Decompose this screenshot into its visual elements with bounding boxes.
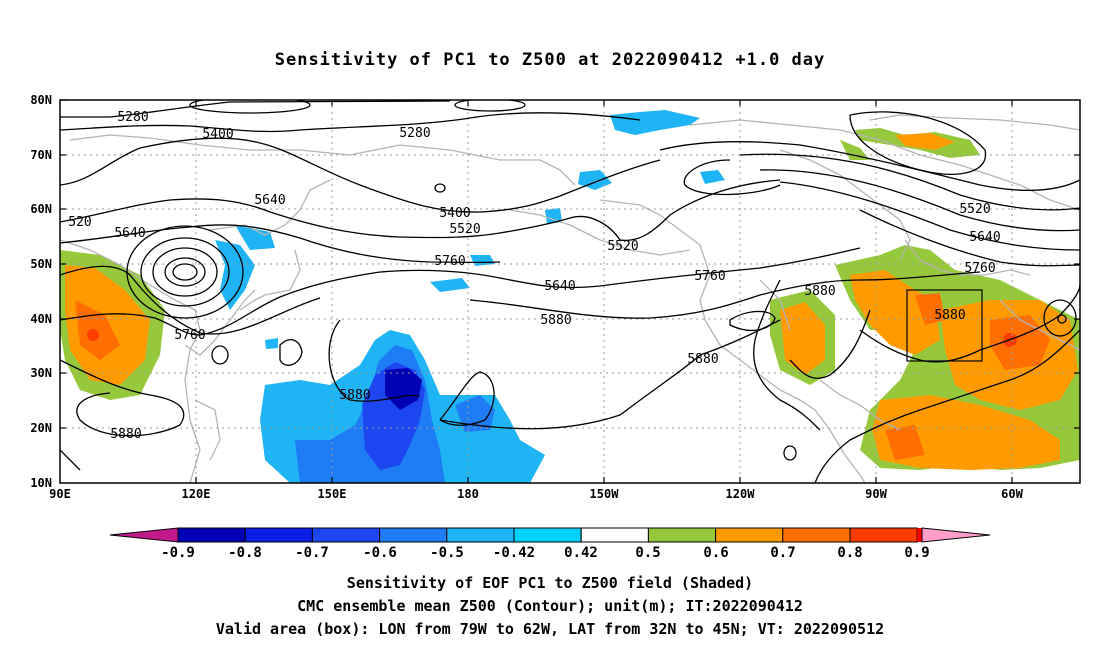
lon-label: 90W bbox=[865, 487, 887, 501]
map-frame bbox=[59, 99, 1081, 484]
lon-label: 180 bbox=[457, 487, 479, 501]
lat-label: 40N bbox=[30, 312, 52, 326]
valid-area-box bbox=[906, 289, 983, 362]
lat-label: 20N bbox=[30, 421, 52, 435]
latitude-labels: 80N 70N 60N 50N 40N 30N 20N 10N bbox=[30, 93, 52, 490]
colorbar-segment bbox=[177, 527, 246, 543]
colorbar-segment bbox=[580, 527, 649, 543]
caption-line-1: Sensitivity of EOF PC1 to Z500 field (Sh… bbox=[346, 574, 754, 592]
lon-label: 120W bbox=[726, 487, 756, 501]
colorbar-segment bbox=[446, 527, 515, 543]
contour-label: 5280 bbox=[399, 126, 430, 141]
axis-ticks bbox=[60, 99, 1080, 483]
lon-label: 60W bbox=[1001, 487, 1023, 501]
graticule bbox=[60, 100, 1080, 483]
positive-sensitivity-shading bbox=[60, 128, 1080, 470]
contour-label: 5880 bbox=[339, 388, 370, 403]
colorbar-right-arrow bbox=[921, 527, 991, 543]
contour-label: 5280 bbox=[117, 110, 148, 125]
lon-label: 90E bbox=[49, 487, 71, 501]
contour-label: 5880 bbox=[804, 284, 835, 299]
lon-label: 150W bbox=[590, 487, 620, 501]
contour-label: 5760 bbox=[694, 269, 725, 284]
lat-label: 80N bbox=[30, 93, 52, 107]
colorbar-tick-label: -0.5 bbox=[430, 545, 464, 561]
colorbar-tick-label: -0.42 bbox=[493, 545, 535, 561]
colorbar bbox=[109, 527, 991, 543]
colorbar-tick-label: 0.5 bbox=[635, 545, 660, 561]
colorbar-tick-label: 0.6 bbox=[703, 545, 728, 561]
contour-labels: 5280 5400 5280 5640 5400 5520 520 5640 5… bbox=[68, 110, 1000, 442]
colorbar-tick-label: -0.8 bbox=[228, 545, 262, 561]
contour-label: 5880 bbox=[110, 427, 141, 442]
longitude-labels: 90E 120E 150E 180 150W 120W 90W 60W bbox=[49, 487, 1023, 501]
lat-label: 70N bbox=[30, 148, 52, 162]
page-title: Sensitivity of PC1 to Z500 at 2022090412… bbox=[274, 50, 826, 70]
colorbar-tick-label: -0.6 bbox=[363, 545, 397, 561]
contour-label: 5400 bbox=[439, 206, 470, 221]
contour-label: 5520 bbox=[607, 239, 638, 254]
colorbar-tick-label: 0.7 bbox=[770, 545, 795, 561]
colorbar-tick-label: 0.42 bbox=[564, 545, 598, 561]
contour-label: 5400 bbox=[202, 127, 233, 142]
contour-label: 5520 bbox=[449, 222, 480, 237]
colorbar-tick-label: 0.9 bbox=[904, 545, 929, 561]
colorbar-segment bbox=[513, 527, 582, 543]
contour-label: 5640 bbox=[114, 226, 145, 241]
z500-contours bbox=[60, 100, 1080, 483]
contour-label: 5640 bbox=[544, 279, 575, 294]
contour-label: 5760 bbox=[434, 254, 465, 269]
contour-label: 5880 bbox=[934, 308, 965, 323]
caption-line-3: Valid area (box): LON from 79W to 62W, L… bbox=[215, 620, 885, 638]
contour-label: 5640 bbox=[969, 230, 1000, 245]
colorbar-segment bbox=[311, 527, 381, 543]
caption-line-2: CMC ensemble mean Z500 (Contour); unit(m… bbox=[297, 597, 803, 615]
colorbar-segment bbox=[244, 527, 313, 543]
lat-label: 30N bbox=[30, 366, 52, 380]
lon-label: 120E bbox=[182, 487, 211, 501]
colorbar-segment bbox=[715, 527, 784, 543]
colorbar-segment bbox=[849, 527, 918, 543]
colorbar-tick-label: -0.7 bbox=[295, 545, 329, 561]
contour-label: 5760 bbox=[174, 328, 205, 343]
colorbar-segment-sliver bbox=[917, 528, 922, 542]
colorbar-segment bbox=[782, 527, 851, 543]
lat-label: 10N bbox=[30, 476, 52, 490]
contour-label: 5640 bbox=[254, 193, 285, 208]
contour-label: 5760 bbox=[964, 261, 995, 276]
contour-label: 5520 bbox=[959, 202, 990, 217]
colorbar-tick-label: 0.8 bbox=[837, 545, 862, 561]
lat-label: 60N bbox=[30, 202, 52, 216]
lat-label: 50N bbox=[30, 257, 52, 271]
colorbar-labels: -0.9 -0.8 -0.7 -0.6 -0.5 -0.42 0.42 0.5 … bbox=[161, 545, 930, 561]
colorbar-left-arrow bbox=[109, 527, 179, 543]
lon-label: 150E bbox=[318, 487, 347, 501]
contour-label: 5880 bbox=[540, 313, 571, 328]
colorbar-segment bbox=[647, 527, 717, 543]
contour-label: 520 bbox=[68, 215, 91, 230]
colorbar-tick-label: -0.9 bbox=[161, 545, 195, 561]
colorbar-segment bbox=[379, 527, 448, 543]
contour-label: 5880 bbox=[687, 352, 718, 367]
